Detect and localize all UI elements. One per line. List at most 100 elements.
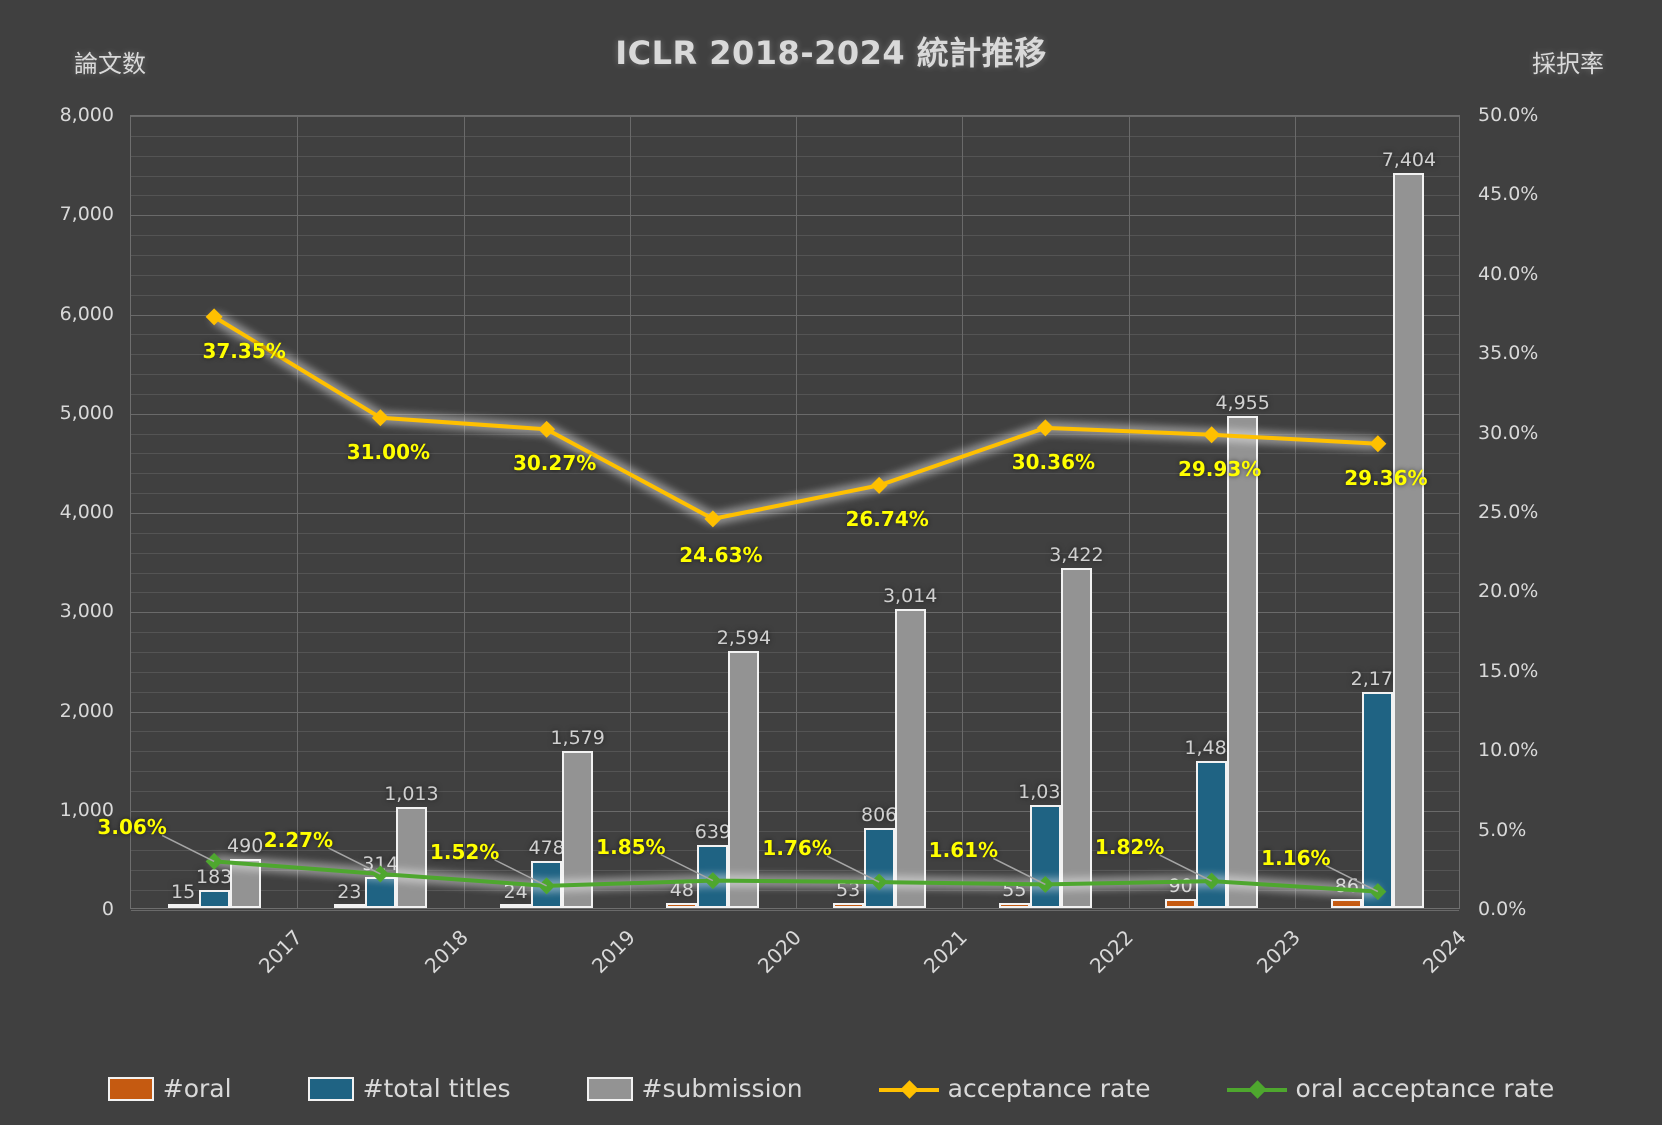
y-axis-left-tick-label: 4,000 <box>59 501 114 523</box>
gridline-horizontal <box>131 235 1459 237</box>
legend-item--total-titles[interactable]: #total titles <box>307 1074 511 1103</box>
legend-swatch-icon <box>107 1076 154 1101</box>
bar-oral-2020[interactable] <box>666 903 698 908</box>
bar-totaltitles-2017[interactable] <box>198 889 230 908</box>
bar-value-label: 4,955 <box>1215 392 1270 415</box>
gridline-horizontal <box>131 374 1459 376</box>
gridline-vertical <box>1294 116 1296 908</box>
bar-value-label: 7,404 <box>1381 149 1437 172</box>
gridline-horizontal-major <box>131 215 1459 217</box>
y-axis-left-tick-label: 7,000 <box>59 203 114 226</box>
gridline-horizontal <box>131 632 1459 634</box>
line-marker[interactable] <box>1036 419 1054 437</box>
bar-value-label: 2,174 <box>1350 668 1406 691</box>
line-marker[interactable] <box>870 476 888 494</box>
y-axis-right-tick-label: 50.0% <box>1478 104 1539 126</box>
bar-submission-2020[interactable] <box>728 650 760 908</box>
line-marker[interactable] <box>1203 426 1221 444</box>
bar-value-label: 639 <box>694 820 732 843</box>
legend-item--oral[interactable]: #oral <box>107 1074 232 1103</box>
bar-submission-2023[interactable] <box>1227 416 1259 908</box>
bar-oral-2024[interactable] <box>1331 899 1363 908</box>
gridline-horizontal <box>131 453 1459 455</box>
label-leader-line <box>826 855 880 883</box>
percent-value-label: 1.82% <box>1094 835 1165 860</box>
y-axis-right-title: 採択率 <box>1532 50 1604 78</box>
bar-oral-2018[interactable] <box>333 904 365 908</box>
y-axis-right-tick-label: 35.0% <box>1478 342 1539 365</box>
y-axis-left-title: 論文数 <box>74 50 146 78</box>
gridline-horizontal-major <box>131 810 1459 812</box>
legend-label: #oral <box>162 1074 232 1103</box>
line-marker[interactable] <box>371 409 389 427</box>
gridline-vertical <box>297 116 299 908</box>
y-axis-left-tick-label: 5,000 <box>59 401 114 424</box>
y-axis-left-tick-label: 1,000 <box>59 798 114 821</box>
bar-submission-2021[interactable] <box>894 608 926 908</box>
gridline-horizontal <box>131 870 1459 872</box>
y-axis-right-tick-label: 10.0% <box>1478 739 1539 762</box>
label-leader-line <box>1325 864 1379 893</box>
gridline-horizontal <box>131 175 1459 177</box>
bar-submission-2018[interactable] <box>395 807 427 908</box>
bar-value-label: 15 <box>170 881 196 903</box>
percent-value-label: 1.61% <box>928 838 999 863</box>
x-axis-tick-label: 2021 <box>919 925 973 978</box>
label-leader-line <box>660 853 714 882</box>
legend-item--submission[interactable]: #submission <box>586 1074 803 1103</box>
gridline-horizontal <box>131 790 1459 792</box>
gridline-horizontal <box>131 393 1459 395</box>
bar-oral-2019[interactable] <box>500 904 532 908</box>
gridline-horizontal <box>131 354 1459 356</box>
line-series-layer <box>161 308 1387 901</box>
gridline-horizontal-major <box>131 612 1459 614</box>
line-oral-acceptance-rate[interactable] <box>213 859 1379 894</box>
line-marker[interactable] <box>1369 435 1387 453</box>
label-leader-line <box>161 834 215 863</box>
gridline-horizontal-major <box>131 314 1459 316</box>
gridline-horizontal <box>131 731 1459 733</box>
line-marker[interactable] <box>704 510 722 528</box>
gridline-horizontal-major <box>131 413 1459 415</box>
bar-submission-2022[interactable] <box>1060 568 1092 908</box>
gridline-horizontal <box>131 751 1459 753</box>
gridline-horizontal <box>131 195 1459 197</box>
x-axis-tick-label: 2018 <box>420 925 474 978</box>
bar-value-label: 490 <box>227 835 264 858</box>
line-marker[interactable] <box>205 308 223 326</box>
percent-value-label: 1.76% <box>762 836 832 861</box>
chart-title: ICLR 2018-2024 統計推移 <box>615 34 1047 72</box>
bar-oral-2021[interactable] <box>832 902 864 908</box>
legend-item-oral-acceptance-rate[interactable]: oral acceptance rate <box>1226 1074 1554 1103</box>
gridline-vertical <box>1128 116 1130 908</box>
legend-item-acceptance-rate[interactable]: acceptance rate <box>878 1074 1151 1103</box>
y-axis-right-tick-label: 25.0% <box>1478 501 1539 523</box>
percent-value-label: 1.85% <box>596 834 666 859</box>
percent-value-label: 2.27% <box>263 827 334 852</box>
bar-value-label: 1,039 <box>1018 780 1073 803</box>
bar-oral-2022[interactable] <box>998 902 1030 908</box>
percent-value-label: 24.63% <box>679 542 763 567</box>
bar-value-label: 183 <box>195 865 233 888</box>
x-axis-tick-label: 2017 <box>254 925 308 978</box>
bar-oral-2017[interactable] <box>167 904 199 908</box>
bar-totaltitles-2024[interactable] <box>1362 692 1394 908</box>
x-axis-tick-label: 2020 <box>752 925 806 978</box>
line-acceptance-rate[interactable] <box>213 315 1378 521</box>
line-marker[interactable] <box>538 420 556 438</box>
gridline-horizontal <box>131 433 1459 435</box>
y-axis-right-tick-label: 5.0% <box>1478 818 1527 841</box>
label-leader-line <box>993 857 1046 886</box>
bar-value-label: 1,483 <box>1184 736 1239 759</box>
gridline-horizontal <box>131 334 1459 336</box>
bar-value-label: 2,594 <box>716 626 772 649</box>
bar-totaltitles-2021[interactable] <box>863 828 895 908</box>
gridline-horizontal <box>131 890 1459 892</box>
gridline-horizontal <box>131 294 1459 296</box>
bar-oral-2023[interactable] <box>1165 899 1197 908</box>
bar-submission-2024[interactable] <box>1393 173 1425 908</box>
bar-totaltitles-2022[interactable] <box>1029 804 1061 908</box>
gridline-horizontal <box>131 254 1459 256</box>
legend-label: acceptance rate <box>947 1074 1151 1103</box>
